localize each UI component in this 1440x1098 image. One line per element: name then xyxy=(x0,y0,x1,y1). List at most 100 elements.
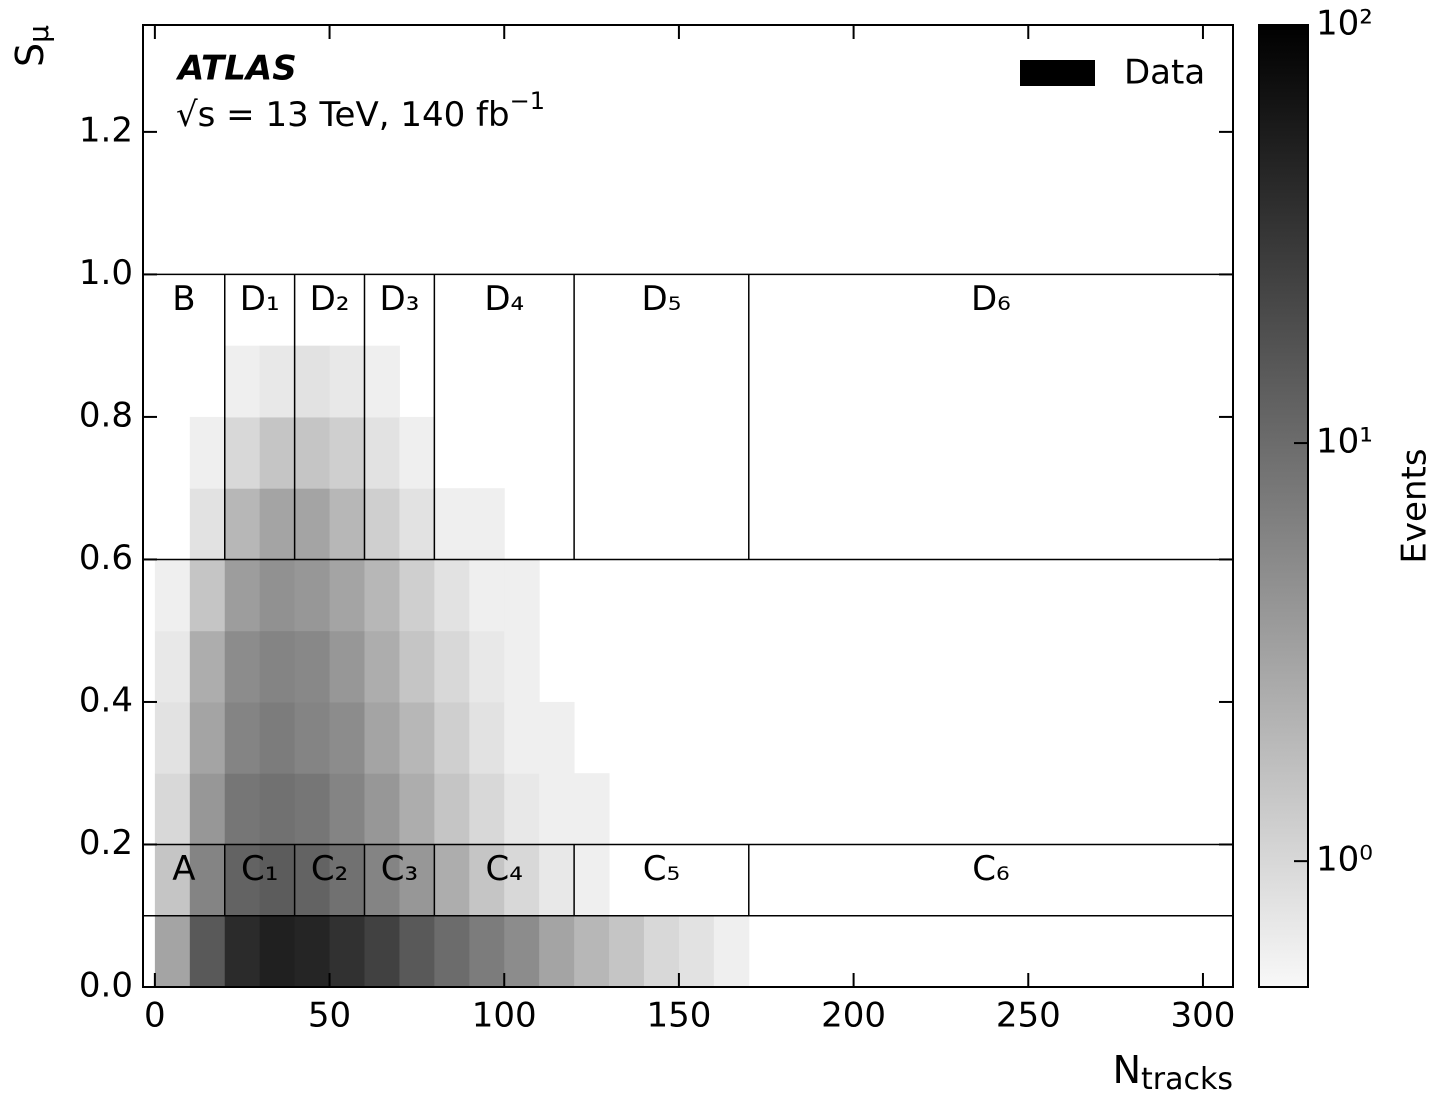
heatmap-cell xyxy=(224,773,261,845)
experiment-label: ATLAS xyxy=(175,49,297,89)
heatmap-cell xyxy=(294,915,331,988)
x-axis-label-sub: tracks xyxy=(1141,1062,1233,1095)
heatmap-cell xyxy=(434,915,470,988)
heatmap-cell xyxy=(259,630,296,703)
heatmap-cell xyxy=(469,844,505,917)
y-axis-label-main: S xyxy=(8,43,52,67)
legend-label: Data xyxy=(1124,53,1205,93)
heatmap-cell xyxy=(154,915,191,988)
heatmap-cell xyxy=(539,701,575,774)
heatmap-cell xyxy=(259,416,296,489)
y-tick-label: 0.6 xyxy=(79,538,133,578)
heatmap-cell xyxy=(434,630,470,703)
heatmap-cell xyxy=(329,488,365,560)
region-label: B xyxy=(172,279,195,319)
legend-swatch xyxy=(1020,60,1095,86)
region-label: C₁ xyxy=(241,849,278,889)
heatmap-cell xyxy=(364,630,400,703)
heatmap-cell xyxy=(469,915,505,988)
y-tick-label: 1.2 xyxy=(79,110,133,150)
heatmap-cell xyxy=(189,630,226,703)
heatmap-cell xyxy=(329,844,365,917)
heatmap-cell xyxy=(539,915,575,988)
heatmap-cell xyxy=(364,488,400,560)
x-tick-label: 0 xyxy=(144,996,166,1036)
heatmap-cell xyxy=(224,915,261,988)
heatmap-cell xyxy=(399,416,435,489)
region-label: D₆ xyxy=(971,279,1011,319)
y-tick-label: 0.8 xyxy=(79,395,133,435)
x-axis-label-main: N xyxy=(1113,1048,1141,1092)
heatmap-cell xyxy=(609,915,645,988)
heatmap-cell xyxy=(329,915,365,988)
heatmap-cell xyxy=(504,559,540,632)
heatmap-cell xyxy=(294,844,331,917)
heatmap-cell xyxy=(329,701,365,774)
colorbar-tick-label: 10⁰ xyxy=(1316,840,1373,880)
heatmap-cell xyxy=(399,701,435,774)
heatmap-cell xyxy=(504,630,540,703)
x-tick-label: 300 xyxy=(1171,996,1236,1036)
heatmap-cell xyxy=(189,416,226,489)
region-label: D₅ xyxy=(642,279,682,319)
colorbar xyxy=(1259,25,1308,987)
energy-label: √s = 13 TeV, 140 fb−1 xyxy=(176,87,545,135)
energy-label-sup: −1 xyxy=(510,87,545,115)
heatmap-cell xyxy=(224,701,261,774)
heatmap-cell xyxy=(434,488,470,560)
x-tick-label: 100 xyxy=(472,996,537,1036)
region-label: C₅ xyxy=(643,849,680,889)
heatmap-cell xyxy=(259,915,296,988)
y-tick-label: 0.0 xyxy=(79,966,133,1006)
heatmap-cell xyxy=(224,345,261,418)
heatmap-cell xyxy=(713,915,750,988)
heatmap-cell xyxy=(329,416,365,489)
heatmap-cell xyxy=(504,844,540,917)
heatmap-cell xyxy=(434,701,470,774)
x-axis-label: Ntracks xyxy=(1113,1048,1233,1095)
heatmap-cell xyxy=(643,915,680,988)
heatmap-cell xyxy=(678,915,715,988)
heatmap-cell xyxy=(154,559,191,632)
region-label: D₁ xyxy=(240,279,280,319)
heatmap-cell xyxy=(399,915,435,988)
y-tick-label: 0.4 xyxy=(79,680,133,720)
heatmap-cell xyxy=(154,701,191,774)
heatmap-cell xyxy=(574,915,610,988)
colorbar-tick-label: 10¹ xyxy=(1316,422,1373,462)
heatmap-cell xyxy=(399,559,435,632)
heatmap-cell xyxy=(469,773,505,845)
region-label: C₂ xyxy=(311,849,348,889)
heatmap-cell xyxy=(539,844,575,917)
heatmap-cell xyxy=(399,773,435,845)
heatmap-cell xyxy=(399,488,435,560)
region-label: D₄ xyxy=(484,279,524,319)
heatmap-cell xyxy=(154,630,191,703)
heatmap-cell xyxy=(294,416,331,489)
heatmap-cell xyxy=(329,559,365,632)
plot-frame xyxy=(142,24,1234,988)
heatmap-cell xyxy=(469,630,505,703)
y-tick-label: 1.0 xyxy=(79,253,133,293)
heatmap-cell xyxy=(399,844,435,917)
heatmap-cell xyxy=(189,701,226,774)
heatmap-cell xyxy=(469,701,505,774)
region-label: C₃ xyxy=(381,849,418,889)
heatmap-cell xyxy=(504,773,540,845)
heatmap-cell xyxy=(364,701,400,774)
x-tick-label: 50 xyxy=(308,996,351,1036)
heatmap-cell xyxy=(294,488,331,560)
heatmap-cell xyxy=(329,773,365,845)
heatmap-cell xyxy=(469,559,505,632)
heatmap-cell xyxy=(364,559,400,632)
heatmap-cell xyxy=(259,488,296,560)
heatmap-cell xyxy=(224,416,261,489)
heatmap-cell xyxy=(504,701,540,774)
region-label: D₂ xyxy=(310,279,350,319)
y-tick-label: 0.2 xyxy=(79,823,133,863)
heatmap-cell xyxy=(364,844,400,917)
region-label: A xyxy=(172,849,195,889)
heatmap-cell xyxy=(294,345,331,418)
heatmap-cell xyxy=(259,773,296,845)
